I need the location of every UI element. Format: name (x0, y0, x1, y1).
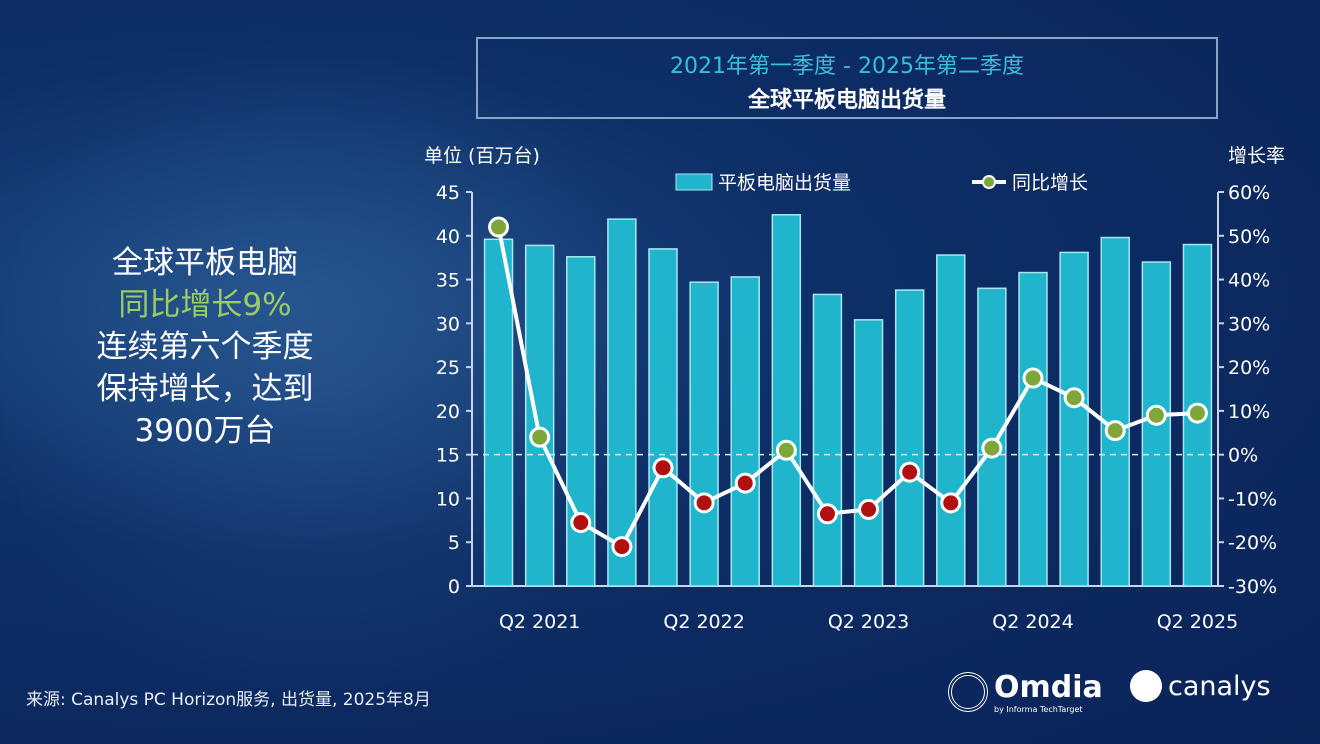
bar-q3-2024 (1059, 251, 1089, 587)
source-note: 来源: Canalys PC Horizon服务, 出货量, 2025年8月 (26, 690, 431, 710)
chart-title-box: 2021年第一季度 - 2025年第二季度 全球平板电脑出货量 (476, 37, 1218, 119)
bar-q2-2022 (689, 281, 719, 587)
y2-tick-label: -10% (1228, 488, 1277, 510)
growth-point-q2-2024 (1022, 367, 1044, 389)
bar-q2-2024 (1018, 271, 1048, 587)
growth-point-q2-2023 (858, 498, 880, 520)
omdia-logo-text: Omdia (994, 670, 1103, 705)
y-tick-label: 15 (436, 445, 460, 467)
growth-point-q2-2025 (1186, 402, 1208, 424)
x-tick-label: Q2 2022 (663, 611, 744, 633)
growth-point-q2-2021 (529, 426, 551, 448)
headline-line3: 连续第六个季度 (96, 329, 314, 365)
y2-tick-label: -20% (1228, 532, 1277, 554)
y2-tick-label: 60% (1228, 182, 1270, 204)
y-tick-label: 0 (448, 576, 460, 598)
growth-point-q3-2022 (734, 472, 756, 494)
y2-tick-label: 20% (1228, 357, 1270, 379)
x-tick-label: Q2 2023 (828, 611, 909, 633)
bar-q4-2023 (936, 254, 966, 587)
y-tick-label: 20 (436, 401, 460, 423)
bar-q3-2023 (894, 289, 925, 587)
y2-axis-label: 增长率 (1228, 145, 1285, 167)
growth-point-q4-2022 (775, 439, 797, 461)
y-axis-label: 单位 (百万台) (424, 145, 540, 167)
x-tick-label: Q2 2021 (499, 611, 580, 633)
bar-q4-2024 (1100, 236, 1130, 587)
growth-point-q1-2025 (1145, 404, 1167, 426)
bar-q1-2023 (812, 293, 843, 587)
y2-tick-label: 10% (1228, 401, 1270, 423)
y-tick-label: 30 (436, 313, 460, 335)
growth-point-q1-2023 (816, 503, 838, 525)
growth-point-q1-2022 (652, 457, 674, 479)
growth-point-q1-2021 (488, 216, 510, 238)
y2-tick-label: 30% (1228, 313, 1270, 335)
bar-q3-2022 (730, 276, 760, 587)
x-tick-label: Q2 2024 (992, 611, 1073, 633)
bar-q2-2021 (524, 244, 555, 587)
legend-line-marker (982, 175, 996, 189)
headline-line2: 同比增长9% (118, 287, 292, 323)
headline: 全球平板电脑 同比增长9% 连续第六个季度 保持增长，达到 3900万台 (40, 242, 370, 452)
growth-point-q4-2024 (1104, 420, 1126, 442)
omdia-ring-icon (948, 672, 988, 712)
growth-line (496, 226, 1198, 550)
canalys-logo: canalys (1130, 670, 1271, 702)
omdia-logo-sub: by Informa TechTarget (994, 705, 1083, 714)
y-tick-label: 45 (436, 182, 460, 204)
x-tick-label: Q2 2025 (1157, 611, 1238, 633)
bar-q2-2023 (853, 319, 884, 587)
growth-point-q3-2021 (570, 512, 592, 534)
y2-tick-label: 0% (1228, 445, 1258, 467)
legend-line-label: 同比增长 (1012, 172, 1088, 194)
chart-subtitle: 全球平板电脑出货量 (747, 88, 946, 113)
y-tick-label: 25 (436, 357, 460, 379)
y2-tick-label: 50% (1228, 226, 1270, 248)
chart-title: 2021年第一季度 - 2025年第二季度 (670, 54, 1024, 79)
y-tick-label: 5 (448, 532, 460, 554)
bar-q1-2022 (648, 248, 678, 587)
y-tick-label: 10 (436, 488, 460, 510)
y2-tick-label: -30% (1228, 576, 1277, 598)
canalys-logo-text: canalys (1168, 670, 1271, 702)
headline-line5: 3900万台 (134, 413, 276, 449)
y-tick-label: 40 (436, 226, 460, 248)
growth-point-q2-2022 (693, 492, 715, 514)
headline-line1: 全球平板电脑 (112, 245, 298, 281)
y2-tick-label: 40% (1228, 270, 1270, 292)
bar-q1-2024 (977, 287, 1007, 587)
growth-point-q1-2024 (981, 437, 1003, 459)
headline-line4: 保持增长，达到 (96, 371, 314, 407)
growth-point-q3-2024 (1063, 387, 1085, 409)
growth-point-q4-2023 (940, 492, 962, 514)
growth-point-q4-2021 (611, 536, 633, 558)
bar-q4-2022 (771, 214, 802, 587)
growth-point-q3-2023 (899, 461, 921, 483)
omdia-logo: Omdia by Informa TechTarget (948, 670, 1103, 714)
bar-q1-2021 (483, 238, 514, 587)
y-tick-label: 35 (436, 270, 460, 292)
legend-bar-swatch (675, 173, 713, 191)
bar-q3-2021 (566, 256, 596, 587)
legend-bar-label: 平板电脑出货量 (718, 172, 851, 194)
canalys-mark-icon (1130, 670, 1162, 702)
